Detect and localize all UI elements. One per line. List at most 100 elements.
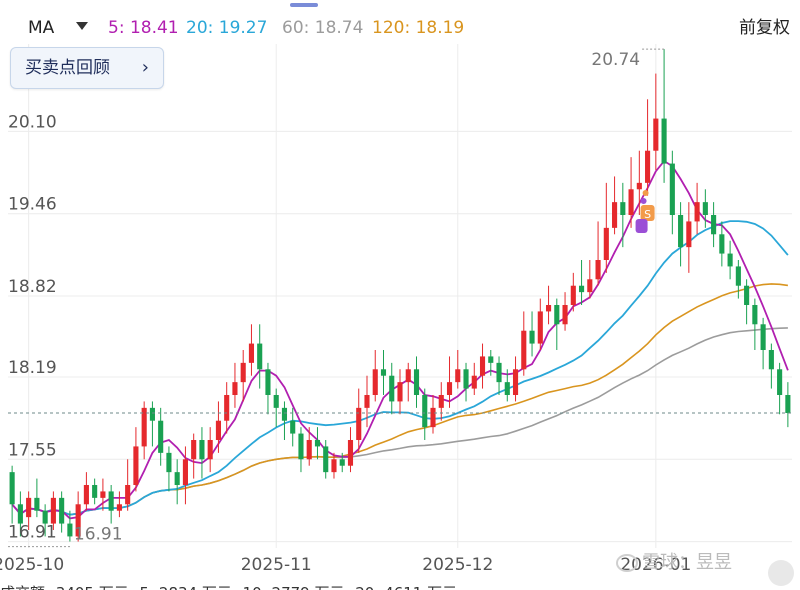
candle	[141, 401, 147, 460]
price-tick-label: 18.82	[8, 277, 57, 297]
candle	[257, 324, 263, 389]
candle	[224, 382, 230, 434]
candle-body	[50, 497, 56, 524]
drag-handle[interactable]	[290, 3, 318, 7]
ma5-value: 5: 18.41	[108, 18, 179, 38]
candle	[744, 279, 750, 325]
candle	[735, 260, 741, 299]
date-tick-label: 2026-01	[620, 555, 691, 575]
candle-body	[537, 311, 543, 344]
date-tick-label: 2025-11	[241, 555, 312, 575]
candle	[479, 343, 486, 389]
candle-body	[290, 420, 296, 434]
trade-marker-s	[640, 205, 655, 221]
price-tick-label: 19.46	[8, 195, 57, 215]
trade-review-label: 买卖点回顾	[25, 58, 110, 78]
volume-summary: 成交额 3405 万元 5: 2834 万元 10: 2779 万元 20: 4…	[0, 578, 800, 590]
xueqiu-logo-icon	[616, 554, 638, 572]
candle-body	[207, 440, 213, 460]
candle-body	[603, 227, 609, 260]
candle-body	[331, 459, 337, 473]
trade-marker-dot	[642, 190, 649, 196]
candle	[174, 459, 180, 505]
candle-body	[430, 407, 436, 428]
candle-body	[273, 395, 279, 408]
candle-body	[446, 382, 453, 395]
candle	[669, 150, 675, 235]
candle	[562, 292, 568, 331]
candle	[67, 510, 73, 542]
candle-body	[347, 440, 354, 466]
candle	[380, 350, 387, 395]
candle-body	[686, 221, 692, 248]
candle	[158, 407, 164, 466]
candle	[314, 427, 321, 460]
candle	[488, 350, 494, 376]
candle-body	[645, 150, 651, 183]
candle	[372, 350, 378, 402]
candle-body	[389, 375, 395, 402]
indicator-bar: MA 5: 18.41 20: 19.27 60: 18.74 120: 18.…	[0, 0, 800, 48]
candle	[777, 362, 783, 415]
date-tick-label: 2025-10	[0, 555, 64, 575]
candle	[752, 298, 758, 350]
candle	[711, 202, 717, 248]
candle	[298, 427, 304, 473]
avatar[interactable]	[768, 560, 794, 586]
indicator-selector[interactable]: MA	[28, 18, 55, 38]
candle	[446, 356, 453, 408]
candle	[727, 240, 733, 280]
candle	[397, 369, 403, 415]
candle-body	[785, 395, 791, 413]
candle-body	[100, 491, 106, 498]
candle-body	[620, 202, 626, 215]
candle-body	[595, 260, 601, 280]
candle	[760, 317, 766, 370]
candle-body	[26, 497, 32, 518]
candle-body	[67, 523, 73, 537]
candle-body	[570, 285, 576, 305]
candle-body	[298, 433, 304, 460]
candle-body	[17, 504, 23, 524]
candle-body	[752, 305, 758, 325]
candle-body	[166, 452, 172, 473]
candle	[50, 491, 56, 530]
candle-body	[133, 446, 139, 485]
candle	[463, 362, 469, 402]
candle	[620, 182, 626, 248]
candle	[389, 362, 395, 415]
candle	[232, 362, 238, 408]
candle	[537, 298, 543, 350]
candle	[405, 362, 411, 402]
candle-body	[488, 356, 494, 363]
candle	[612, 176, 618, 235]
adjust-mode-button[interactable]: 前复权	[739, 18, 790, 38]
candle	[603, 182, 609, 273]
trade-review-button[interactable]: 买卖点回顾 ›	[10, 47, 164, 89]
candle	[116, 491, 122, 518]
candle	[471, 362, 477, 395]
candle	[496, 356, 502, 395]
candle	[133, 427, 139, 492]
candle-body	[314, 440, 321, 447]
candle	[653, 73, 659, 170]
volume-ma5: 5: 2834 万元	[140, 578, 232, 590]
candle-body	[562, 305, 568, 325]
high-value-label: 20.74	[591, 50, 640, 70]
candle	[587, 260, 593, 299]
candle	[75, 491, 81, 542]
chevron-right-icon: ›	[141, 57, 149, 78]
candle-body	[215, 420, 222, 440]
caret-down-icon[interactable]	[76, 22, 88, 30]
candle-body	[405, 369, 411, 383]
candle-body	[463, 369, 469, 389]
candle-body	[438, 395, 444, 408]
price-tick-label: 17.55	[8, 440, 57, 460]
candle-body	[191, 440, 197, 460]
candle-body	[455, 369, 461, 383]
candle-body	[199, 440, 205, 460]
candlestick-chart[interactable]: 20.10 19.46 18.82 18.19 17.55 16.91 2025-10 202…	[0, 0, 800, 578]
candle	[570, 272, 576, 312]
candle	[83, 472, 89, 511]
candle	[455, 350, 461, 389]
